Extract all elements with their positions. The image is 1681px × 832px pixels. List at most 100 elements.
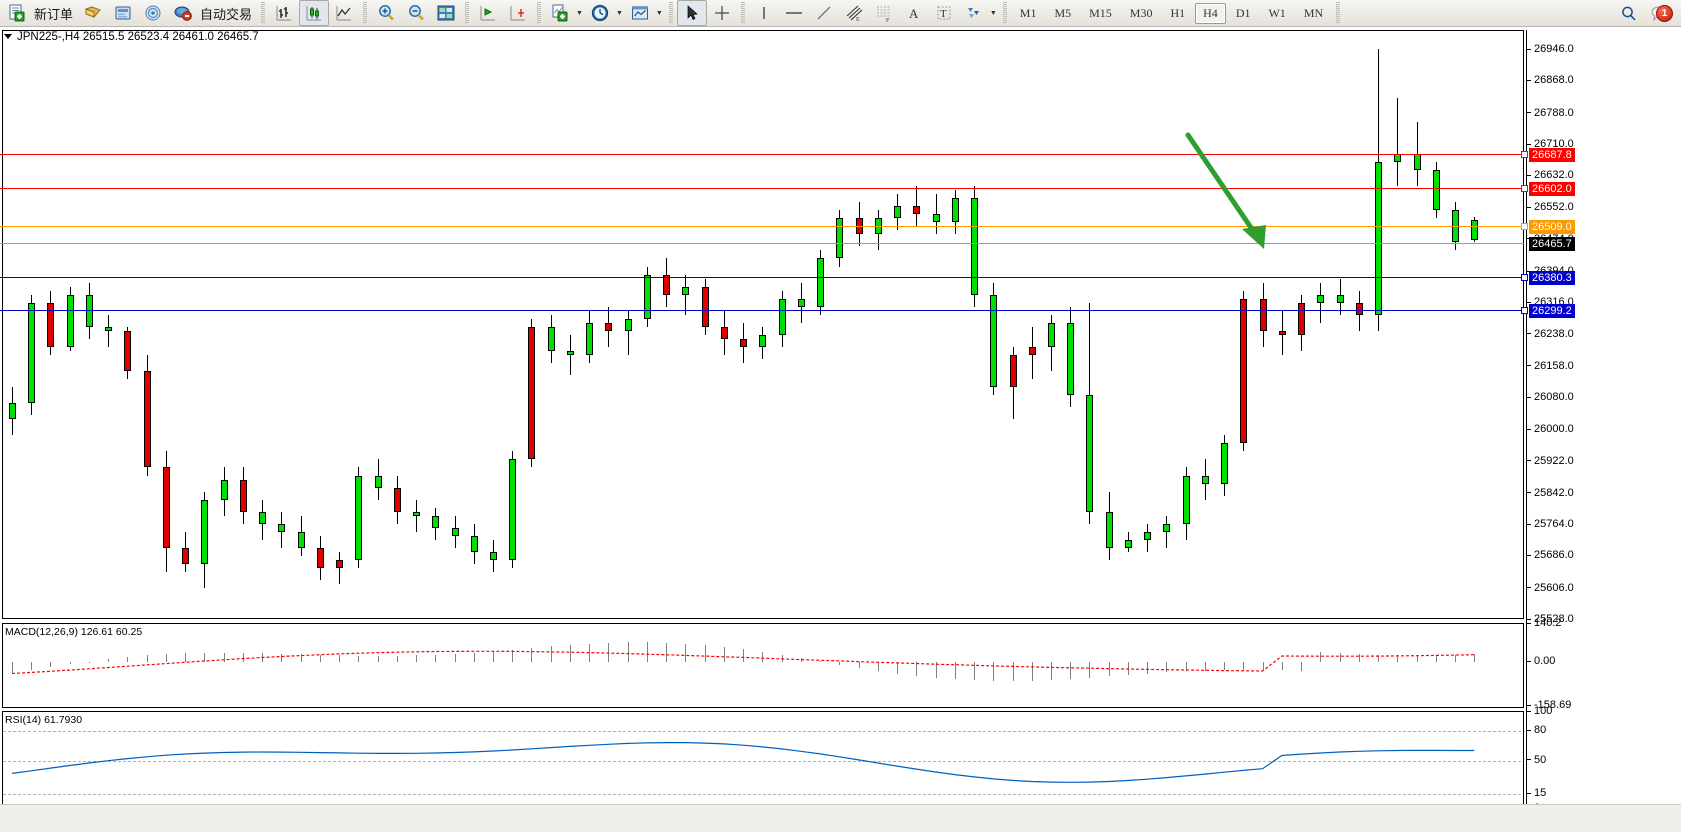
macd-histogram-bar [666,642,668,663]
timeframe-d1[interactable]: D1 [1235,5,1251,20]
crosshair-icon [714,6,729,20]
timeframe-m15[interactable]: M15 [1089,5,1112,20]
templates-icon [631,6,648,20]
candle-body [1201,475,1209,484]
crosshair-button[interactable] [707,0,737,26]
auto-trading-button[interactable] [168,0,198,26]
price-pane[interactable] [2,30,1524,619]
candle-body [470,535,478,552]
add-indicator-button[interactable] [545,0,575,26]
chart-shift-button[interactable] [473,0,503,26]
candle-body [451,527,459,536]
candlestick-chart-button[interactable] [299,0,330,26]
bar-chart-button[interactable] [269,0,299,26]
macd-histogram-bar [1108,662,1110,677]
templates-dropdown-arrow[interactable]: ▼ [655,9,663,17]
rsi-tick: 80 [1526,724,1546,736]
macd-histogram-bar [1031,662,1033,681]
candle-body [393,487,401,512]
candle-body [1432,170,1440,211]
candle-body [1124,539,1132,548]
timeframe-h4[interactable]: H4 [1195,2,1226,24]
chart-area[interactable]: JPN225-,H4 26515.5 26523.4 26461.0 26465… [0,27,1681,831]
period-dropdown-arrow[interactable]: ▼ [615,9,623,17]
candle-body [105,326,113,331]
price-tick: 25764.0 [1526,518,1574,530]
vertical-line-icon [763,7,765,19]
macd-histogram-bar [1204,662,1206,671]
shapes-button[interactable] [959,0,989,26]
equidistant-channel-button[interactable]: E [839,0,869,26]
timeframe-m1[interactable]: M1 [1019,5,1037,20]
timeframe-m30[interactable]: M30 [1129,5,1153,20]
add-indicator-dropdown-arrow[interactable]: ▼ [576,9,583,17]
candle-body [239,479,247,512]
svg-text:F: F [886,18,890,23]
text-label-button[interactable]: T [929,0,959,26]
horizontal-line-button[interactable] [779,0,809,26]
macd-histogram-bar [1378,654,1380,663]
macd-histogram-bar [627,642,629,663]
zoom-in-button[interactable] [371,0,401,26]
notifications-button[interactable]: 1 [1649,4,1673,24]
timeframe-m5[interactable]: M5 [1054,5,1072,20]
price-axis[interactable]: 26946.0 26868.0 26788.0 26710.0 26632.0 26552… [1526,30,1681,811]
svg-text:A: A [909,6,919,21]
candle-body [413,511,421,516]
add-indicator-icon [552,4,568,22]
auto-trading-icon [174,6,192,21]
notification-badge: 1 [1656,4,1673,22]
macd-histogram-bar [1301,662,1303,671]
macd-histogram-bar [1166,662,1168,673]
zoom-out-button[interactable] [401,0,431,26]
templates-button[interactable] [625,0,655,26]
macd-histogram-bar [1320,652,1322,663]
text-button[interactable]: A [899,0,929,26]
macd-histogram-bar [897,662,899,674]
chevron-down-icon[interactable] [4,34,12,40]
new-order-button[interactable] [2,0,32,26]
symbol-header[interactable]: JPN225-,H4 26515.5 26523.4 26461.0 26465… [4,31,259,43]
bearish-arrow-annotation[interactable] [1180,127,1290,257]
fibonacci-button[interactable]: F [869,0,899,26]
search-icon[interactable] [1619,4,1639,24]
macd-histogram-bar [50,662,52,668]
candle-body [1144,531,1152,540]
timeframe-h1[interactable]: H1 [1170,5,1186,20]
terminal-button[interactable] [108,0,138,26]
timeframe-mn[interactable]: MN [1303,5,1324,20]
bar-chart-icon [276,6,292,21]
macd-histogram-bar [377,655,379,663]
candle-body [1240,298,1248,444]
macd-histogram-bar [493,651,494,663]
macd-histogram-bar [685,643,687,663]
line-chart-button[interactable] [329,0,359,26]
signal-button[interactable] [138,0,168,26]
candle-body [797,298,805,307]
macd-histogram-bar [1455,654,1457,663]
macd-histogram-bar [223,652,225,663]
macd-histogram-bar [1147,662,1149,674]
macd-histogram-bar [1339,653,1341,663]
timeframe-w1[interactable]: W1 [1268,5,1286,20]
macd-histogram-bar [473,652,475,663]
vertical-line-button[interactable] [749,0,779,26]
period-button[interactable] [585,0,615,26]
candle-wick [1320,282,1322,323]
price-tick: 26394.0 [1526,265,1574,277]
candle-body [1105,511,1113,548]
tile-windows-button[interactable] [431,0,461,26]
shapes-dropdown-arrow[interactable]: ▼ [989,9,997,17]
folder-button[interactable] [78,0,108,26]
macd-layer [3,624,1523,707]
price-tick: 26710.0 [1526,138,1574,150]
auto-scroll-button[interactable] [503,0,533,26]
cursor-button[interactable] [676,0,707,26]
rsi-level-line [3,731,1521,733]
candle-body [336,559,344,568]
trendline-button[interactable] [809,0,839,26]
macd-histogram-bar [31,662,33,671]
toolbar-separator [537,2,542,24]
candle-body [855,218,863,235]
price-axis-line [1526,30,1527,811]
